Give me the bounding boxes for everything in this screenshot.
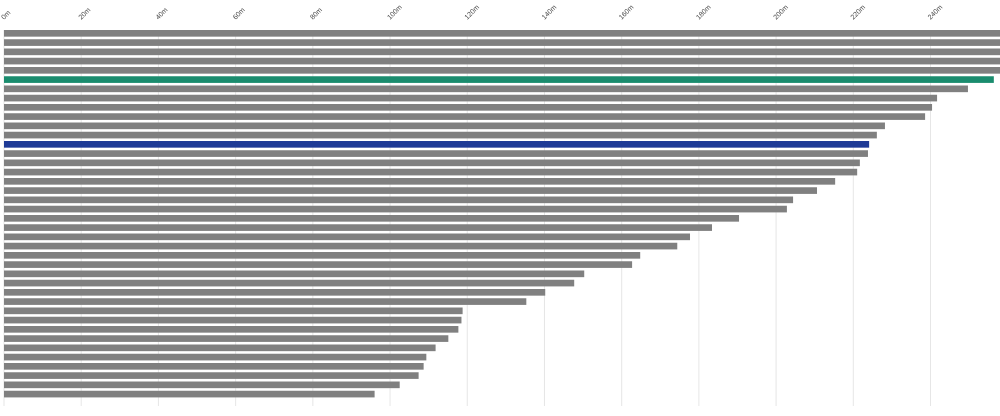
bar [4, 30, 1000, 37]
bar [4, 233, 691, 241]
x-tick-label: 120m [464, 4, 481, 21]
bar [4, 252, 641, 259]
bar [4, 270, 585, 278]
bar [4, 85, 968, 93]
bar [4, 94, 938, 102]
bar [4, 372, 419, 379]
x-tick-label: 160m [618, 4, 635, 21]
bar [4, 224, 713, 231]
bar [4, 141, 870, 148]
bar [4, 344, 436, 352]
x-tick-label: 240m [927, 4, 944, 21]
bar [4, 150, 868, 157]
x-tick-label: 100m [387, 4, 404, 21]
bar [4, 307, 463, 315]
bar [4, 57, 1000, 65]
x-tick-label: 20m [78, 7, 93, 22]
bar [4, 159, 860, 167]
x-tick-label: 0m [0, 9, 12, 21]
bar [4, 363, 424, 370]
x-tick-label: 80m [309, 7, 324, 22]
bar [4, 215, 740, 222]
x-tick-label: 220m [850, 4, 867, 21]
bar [4, 335, 449, 342]
bar [4, 316, 462, 324]
bar [4, 39, 1000, 46]
x-tick-label: 180m [695, 4, 712, 21]
bar [4, 178, 836, 185]
bar [4, 122, 885, 130]
bar [4, 381, 400, 389]
bar [4, 76, 994, 83]
bar [4, 104, 933, 111]
bar [4, 289, 546, 296]
bar [4, 261, 633, 268]
bar [4, 353, 427, 361]
x-tick-label: 40m [155, 7, 170, 22]
x-tick-label: 200m [773, 4, 790, 21]
bar [4, 48, 1000, 56]
bar [4, 187, 818, 194]
x-tick-label: 60m [232, 7, 247, 22]
bar [4, 168, 858, 176]
bar [4, 205, 787, 213]
bar [4, 279, 575, 287]
x-tick-label: 140m [541, 4, 558, 21]
bar [4, 390, 375, 398]
bar [4, 113, 926, 120]
bar [4, 131, 877, 139]
bar [4, 67, 1000, 74]
bar [4, 242, 678, 250]
bar [4, 298, 527, 305]
bar [4, 326, 459, 333]
bar [4, 196, 794, 204]
